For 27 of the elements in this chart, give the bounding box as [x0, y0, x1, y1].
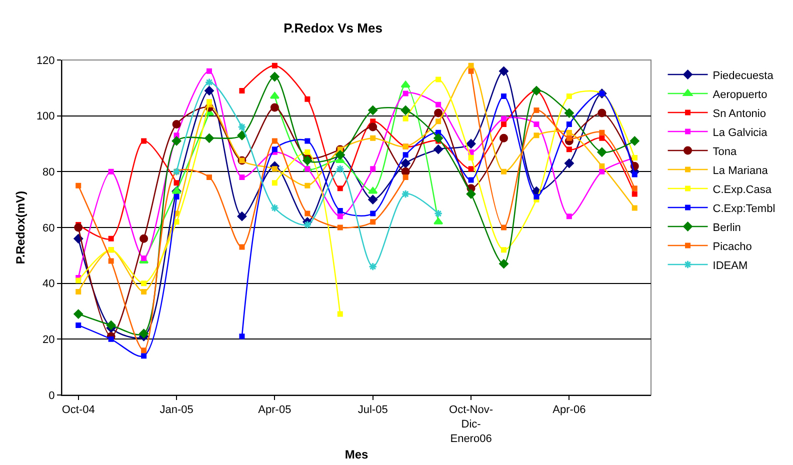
x-tick-label: Jan-05: [160, 404, 194, 416]
chart-title: P.Redox Vs Mes: [284, 20, 382, 36]
y-tick-label: 80: [42, 166, 55, 179]
legend-label: La Mariana: [712, 164, 769, 177]
legend-label: Piedecuesta: [712, 70, 774, 82]
y-tick-label: 0: [48, 390, 55, 402]
legend-label: C.Exp:Tembl: [712, 202, 776, 215]
y-axis-title: P.Redox(mV): [14, 190, 28, 264]
legend-label: Tona: [712, 146, 738, 158]
x-tick-label: Apr-05: [258, 404, 292, 416]
y-tick-label: 100: [36, 110, 55, 123]
legend-label: Picacho: [712, 240, 752, 253]
y-tick-label: 40: [42, 278, 55, 290]
legend-label: C.Exp.Casa: [712, 184, 772, 196]
y-tick-label: 60: [42, 222, 55, 234]
x-tick-label: Oct-04: [62, 404, 95, 416]
legend-label: Aeropuerto: [712, 88, 768, 101]
legend-label: IDEAM: [712, 260, 748, 272]
x-axis-title: Mes: [344, 448, 368, 462]
legend-label: Sn Antonio: [712, 108, 766, 120]
y-tick-label: 20: [42, 334, 55, 346]
x-tick-label: Oct-Nov-Dic-Enero06: [449, 404, 494, 445]
legend-label: La Galvicia: [712, 126, 768, 139]
x-tick-label: Apr-06: [552, 404, 586, 416]
legend-label: Berlin: [712, 222, 741, 234]
y-tick-label: 120: [36, 54, 55, 67]
x-tick-label: Jul-05: [358, 404, 388, 416]
